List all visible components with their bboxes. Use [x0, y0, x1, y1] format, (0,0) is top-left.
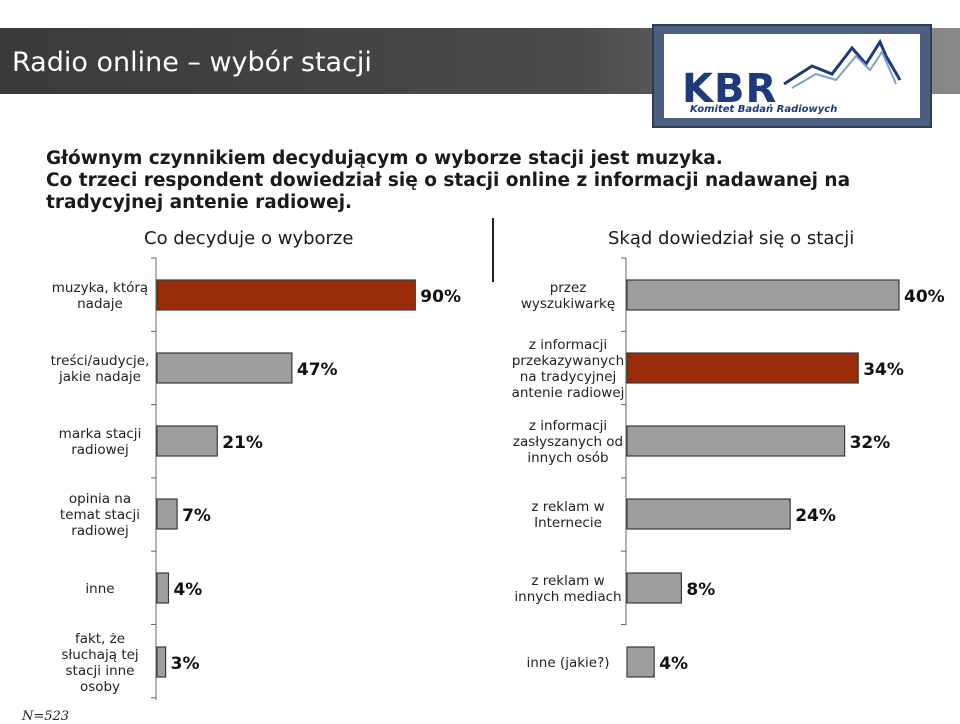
right-chart-title: Skąd dowiedział się o stacji: [608, 228, 855, 249]
data-label: 24%: [795, 506, 836, 526]
chart-divider: [492, 218, 494, 282]
category-label: fakt, że słuchają tej stacji inne osoby: [61, 631, 138, 695]
data-label: 90%: [420, 287, 461, 307]
bar: [156, 425, 218, 457]
category-label: inne: [85, 581, 114, 597]
left-chart-title: Co decyduje o wyborze: [144, 228, 354, 249]
kbr-logo: KBR Komitet Badań Radiowych: [652, 24, 932, 128]
data-label: 21%: [222, 433, 263, 453]
bar: [626, 279, 900, 311]
category-label: treści/audycje, jakie nadaje: [51, 353, 150, 385]
logo-letters: KBR: [682, 66, 778, 112]
logo-panel: KBR Komitet Badań Radiowych: [664, 34, 920, 118]
logo-subtitle: Komitet Badań Radiowych: [690, 104, 838, 115]
bar: [626, 572, 683, 604]
category-label: z informacji przekazywanych na tradycyjnej…: [512, 337, 625, 401]
data-label: 8%: [686, 580, 715, 600]
bar: [626, 352, 859, 384]
page-title: Radio online – wybór stacji: [12, 47, 372, 78]
category-label: z reklam w Internecie: [531, 499, 604, 531]
bar: [156, 572, 170, 604]
data-label: 34%: [863, 360, 904, 380]
bar: [626, 498, 791, 530]
data-label: 47%: [297, 360, 338, 380]
category-label: inne (jakie?): [526, 655, 609, 671]
data-label: 32%: [850, 433, 891, 453]
data-label: 4%: [173, 580, 202, 600]
category-label: muzyka, którą nadaje: [52, 280, 148, 312]
intro-line-3: tradycyjnej antenie radiowej.: [46, 192, 353, 213]
category-label: przez wyszukiwarkę: [521, 280, 615, 312]
data-label: 3%: [171, 654, 200, 674]
data-label: 40%: [904, 287, 945, 307]
category-label: marka stacji radiowej: [59, 426, 142, 458]
bar: [626, 646, 655, 678]
bar: [156, 646, 167, 678]
bar: [156, 279, 416, 311]
category-label: z informacji zasłyszanych od innych osób: [513, 418, 623, 466]
intro-line-2: Co trzeci respondent dowiedział się o st…: [46, 170, 851, 191]
bar: [156, 352, 293, 384]
radio-wave-icon: [783, 38, 902, 89]
bar: [626, 425, 846, 457]
data-label: 7%: [182, 506, 211, 526]
category-label: z reklam w innych mediach: [514, 573, 621, 605]
category-label: opinia na temat stacji radiowej: [60, 491, 140, 539]
data-label: 4%: [659, 654, 688, 674]
bar: [156, 498, 178, 530]
intro-line-1: Głównym czynnikiem decydującym o wyborze…: [46, 148, 723, 169]
sample-size-note: N=523: [22, 709, 70, 724]
